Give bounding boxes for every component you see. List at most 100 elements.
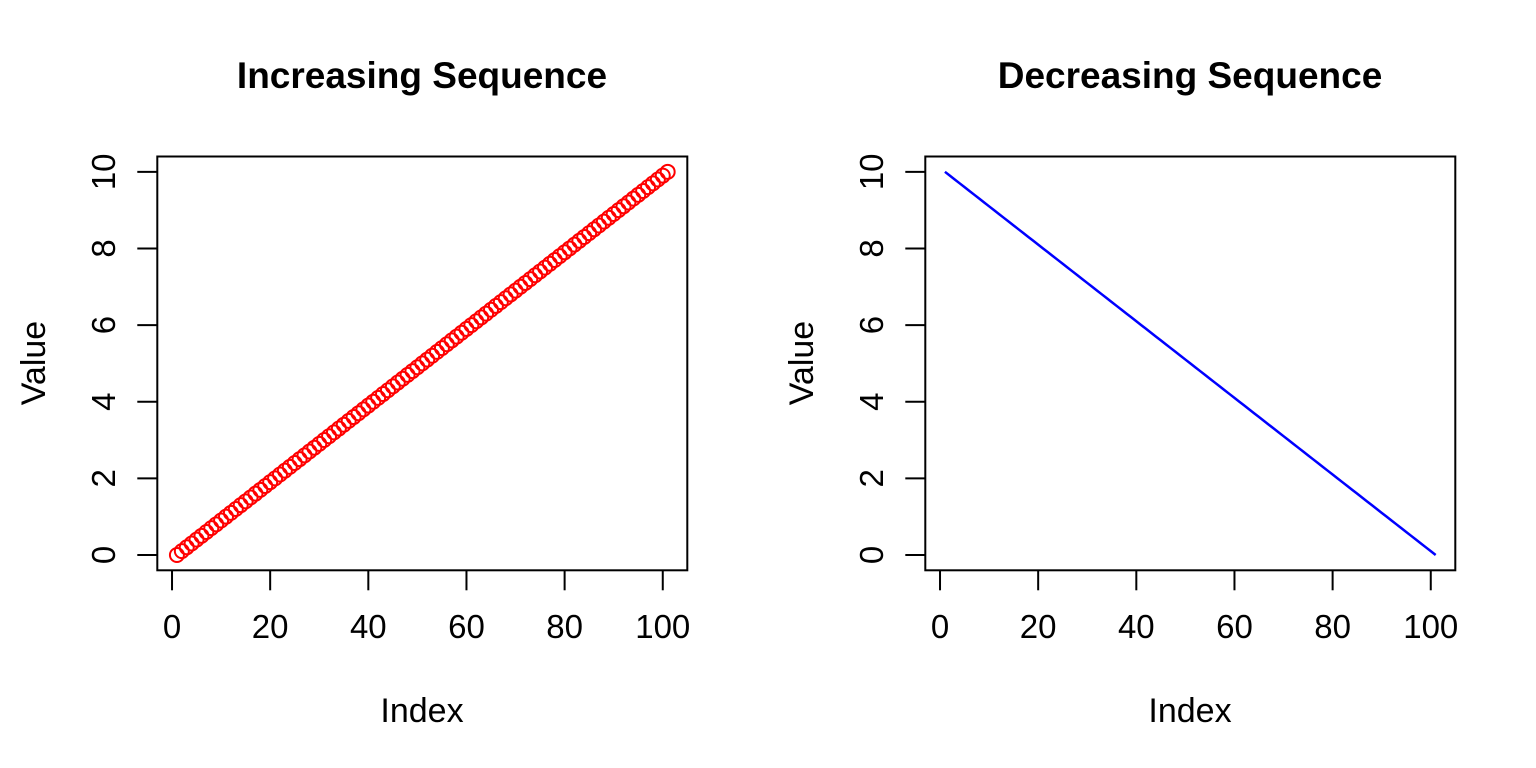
data-point <box>620 194 637 211</box>
y-axis-label: Value <box>15 321 53 405</box>
data-point <box>586 221 603 238</box>
data-point <box>370 389 387 406</box>
data-point <box>271 466 288 483</box>
data-point <box>350 405 367 422</box>
data-point <box>630 186 647 203</box>
data-point <box>429 343 446 360</box>
data-point <box>379 382 396 399</box>
data-point <box>654 167 671 184</box>
x-tick-label: 100 <box>1403 608 1458 645</box>
data-point <box>291 451 308 468</box>
data-point <box>262 474 279 491</box>
data-point <box>458 320 475 337</box>
data-point <box>399 366 416 383</box>
data-point <box>532 263 549 280</box>
y-tick-label: 2 <box>853 469 890 487</box>
data-point <box>218 508 235 525</box>
data-point <box>443 332 460 349</box>
axis-ticks: 0 20 40 60 80 100 0 2 4 6 8 10 <box>853 153 1458 645</box>
data-point <box>478 305 495 322</box>
data-point <box>419 351 436 368</box>
x-axis-label: Index <box>1148 692 1231 730</box>
data-point <box>178 539 195 556</box>
data-point <box>208 516 225 533</box>
data-point <box>252 481 269 498</box>
data-point <box>173 543 190 560</box>
data-point <box>316 432 333 449</box>
data-point <box>605 205 622 222</box>
y-tick-label: 8 <box>853 239 890 257</box>
data-point <box>247 485 264 502</box>
data-point <box>203 520 220 537</box>
y-tick-label: 10 <box>853 153 890 190</box>
data-point <box>448 328 465 345</box>
y-tick-label: 6 <box>853 316 890 334</box>
data-point <box>276 462 293 479</box>
data-point <box>546 251 563 268</box>
data-point <box>556 244 573 261</box>
data-point <box>600 209 617 226</box>
x-tick-label: 60 <box>1216 608 1253 645</box>
data-point <box>590 217 607 234</box>
x-axis-label: Index <box>380 692 463 730</box>
data-point <box>433 340 450 357</box>
data-point <box>473 309 490 326</box>
data-point <box>355 401 372 418</box>
data-point <box>453 324 470 341</box>
data-point <box>566 236 583 253</box>
data-point <box>213 512 230 529</box>
data-point <box>551 248 568 265</box>
x-tick-label: 0 <box>163 608 181 645</box>
data-series-increasing <box>168 163 676 563</box>
x-tick-label: 80 <box>1314 608 1351 645</box>
data-point <box>301 443 318 460</box>
plot-title: Increasing Sequence <box>237 55 607 96</box>
data-point <box>286 455 303 472</box>
data-point <box>325 424 342 441</box>
data-point <box>389 374 406 391</box>
data-point <box>193 527 210 544</box>
data-point <box>404 363 421 380</box>
data-point <box>541 255 558 272</box>
data-point <box>468 313 485 330</box>
data-point <box>311 435 328 452</box>
plot-box <box>924 155 1457 572</box>
x-tick-label: 0 <box>931 608 949 645</box>
data-point <box>502 286 519 303</box>
y-tick-label: 2 <box>85 469 122 487</box>
x-tick-label: 20 <box>1020 608 1057 645</box>
data-point <box>576 228 593 245</box>
data-point <box>242 489 259 506</box>
data-point <box>384 378 401 395</box>
data-point <box>267 470 284 487</box>
data-point <box>222 504 239 521</box>
y-tick-label: 8 <box>85 239 122 257</box>
y-tick-label: 4 <box>853 393 890 411</box>
data-series-decreasing <box>944 170 1437 556</box>
x-tick-label: 40 <box>350 608 387 645</box>
data-point <box>345 409 362 426</box>
axis-ticks: 0 20 40 60 80 100 0 2 4 6 8 10 <box>85 153 690 645</box>
y-tick-label: 10 <box>85 153 122 190</box>
data-point <box>522 271 539 288</box>
data-point <box>536 259 553 276</box>
data-point <box>527 267 544 284</box>
data-point <box>571 232 588 249</box>
x-tick-label: 80 <box>546 608 583 645</box>
data-point <box>414 355 431 372</box>
y-tick-label: 4 <box>85 393 122 411</box>
data-point <box>635 182 652 199</box>
data-point <box>360 397 377 414</box>
data-point <box>183 535 200 552</box>
data-point <box>424 347 441 364</box>
plot-title: Decreasing Sequence <box>998 55 1383 96</box>
data-point <box>335 416 352 433</box>
data-point <box>306 439 323 456</box>
data-point <box>483 301 500 318</box>
data-point <box>296 447 313 464</box>
x-tick-label: 40 <box>1118 608 1155 645</box>
data-point <box>232 497 249 514</box>
data-point <box>625 190 642 207</box>
